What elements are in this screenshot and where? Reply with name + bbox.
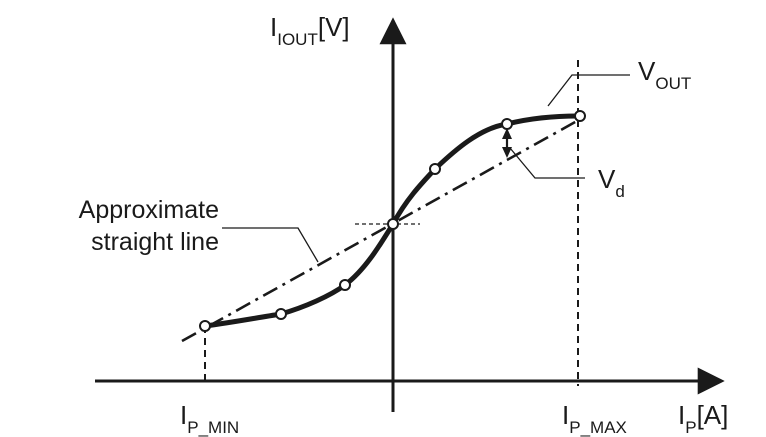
vd-leader-line (509, 147, 585, 179)
curve-point (199, 320, 211, 332)
curve-point (387, 218, 399, 230)
vd-arrow-head-top (502, 128, 512, 139)
x-axis-label-unit: [A] (696, 400, 729, 430)
curve-point (501, 118, 513, 130)
approx-annotation-line-2: straight line (91, 228, 219, 256)
vd-arrow-head-bottom (502, 147, 512, 158)
y-axis-label-sub: IOUT (277, 30, 318, 49)
approximate-straight-line (181, 114, 587, 343)
ip-max-label: IP_MAX (562, 400, 627, 436)
y-axis-label-unit: [V] (317, 12, 350, 42)
ip-min-label-sub: P_MIN (187, 418, 240, 437)
approx-leader-line (222, 227, 319, 263)
y-axis-label: IIOUT[V] (270, 12, 350, 48)
ip-min-label-main: I (180, 400, 188, 430)
vout-label: VOUT (638, 56, 691, 92)
x-axis-label-sub: P (685, 418, 697, 437)
vd-label: Vd (598, 164, 625, 200)
curve-point (429, 163, 441, 175)
vd-label-sub: d (615, 182, 625, 201)
vout-label-sub: OUT (655, 74, 692, 93)
curve-point (275, 308, 287, 320)
vout-leader-line (547, 74, 630, 107)
y-axis-label-main: I (270, 12, 278, 42)
ip-max-label-main: I (562, 400, 570, 430)
ip-max-label-sub: P_MAX (569, 418, 627, 437)
curve-point (339, 279, 351, 291)
x-axis-label: IP[A] (678, 400, 729, 436)
curve-point (574, 110, 586, 122)
ip-min-label: IP_MIN (180, 400, 239, 436)
vd-label-main: V (598, 164, 616, 194)
approx-line-annotation: Approximate straight line (14, 194, 219, 258)
x-axis-label-main: I (678, 400, 686, 430)
approx-annotation-line-1: Approximate (78, 196, 219, 224)
vout-label-main: V (638, 56, 656, 86)
